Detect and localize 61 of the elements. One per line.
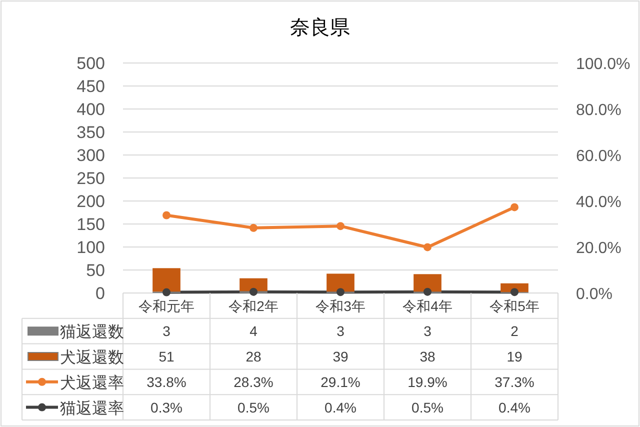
y-tick-label: 350: [76, 123, 105, 142]
data-label: 0.5%: [238, 399, 270, 416]
y2-tick-label: 20.0%: [576, 240, 622, 257]
point: [250, 288, 258, 296]
legend-label: 猫返還数: [60, 323, 124, 342]
data-label: 28: [246, 348, 262, 364]
y-tick-label: 100: [76, 238, 105, 257]
data-label: 0.4%: [498, 399, 530, 416]
bar: [152, 268, 180, 292]
point: [424, 243, 432, 252]
data-label: 3: [336, 323, 345, 340]
point: [250, 224, 258, 232]
bar: [326, 274, 354, 292]
data-label: 28.3%: [234, 374, 274, 390]
point: [336, 222, 344, 230]
x-tick-label: 令和4年: [402, 298, 452, 314]
y-tick-label: 50: [86, 261, 105, 280]
y-tick-label: 150: [76, 215, 105, 234]
y2-tick-label: 80.0%: [576, 102, 622, 119]
y-tick-label: 200: [76, 192, 105, 211]
data-label: 29.1%: [320, 374, 360, 390]
x-tick-label: 令和5年: [490, 298, 540, 314]
point: [510, 288, 518, 296]
point: [162, 211, 170, 220]
legend-label: 犬返還数: [60, 348, 124, 366]
x-tick-label: 令和3年: [316, 298, 366, 314]
data-label: 3: [162, 323, 171, 340]
point: [510, 203, 518, 212]
x-tick-label: 令和2年: [228, 298, 278, 314]
legend-label: 猫返還率: [60, 399, 124, 418]
data-label: 19: [506, 348, 522, 364]
data-label: 0.5%: [412, 399, 444, 416]
y-tick-label: 500: [76, 54, 105, 73]
y2-tick-label: 100.0%: [576, 56, 630, 73]
legend-label: 犬返還率: [60, 374, 124, 392]
point: [424, 288, 432, 296]
data-label: 33.8%: [146, 374, 186, 390]
y-tick-label: 400: [76, 100, 105, 119]
data-label: 2: [510, 323, 519, 340]
chart-title: 奈良県: [290, 17, 350, 39]
y2-tick-label: 40.0%: [576, 194, 622, 211]
data-label: 39: [332, 348, 348, 364]
y-tick-label: 250: [76, 169, 105, 188]
data-label: 0.4%: [324, 399, 356, 416]
point: [162, 288, 170, 296]
y2-tick-label: 0.0%: [576, 286, 612, 303]
x-tick-label: 令和元年: [138, 298, 194, 314]
y-tick-label: 0: [96, 284, 105, 303]
y2-tick-label: 60.0%: [576, 148, 622, 165]
data-label: 3: [424, 323, 432, 340]
bar: [240, 278, 268, 292]
point: [336, 288, 344, 296]
y-tick-label: 450: [76, 77, 105, 96]
data-label: 38: [420, 348, 436, 364]
bar: [414, 274, 442, 292]
data-label: 4: [250, 323, 258, 340]
data-label: 51: [158, 348, 174, 364]
y-tick-label: 300: [76, 146, 105, 165]
data-label: 37.3%: [494, 374, 534, 390]
data-label: 0.3%: [150, 399, 182, 416]
data-label: 19.9%: [408, 374, 448, 390]
